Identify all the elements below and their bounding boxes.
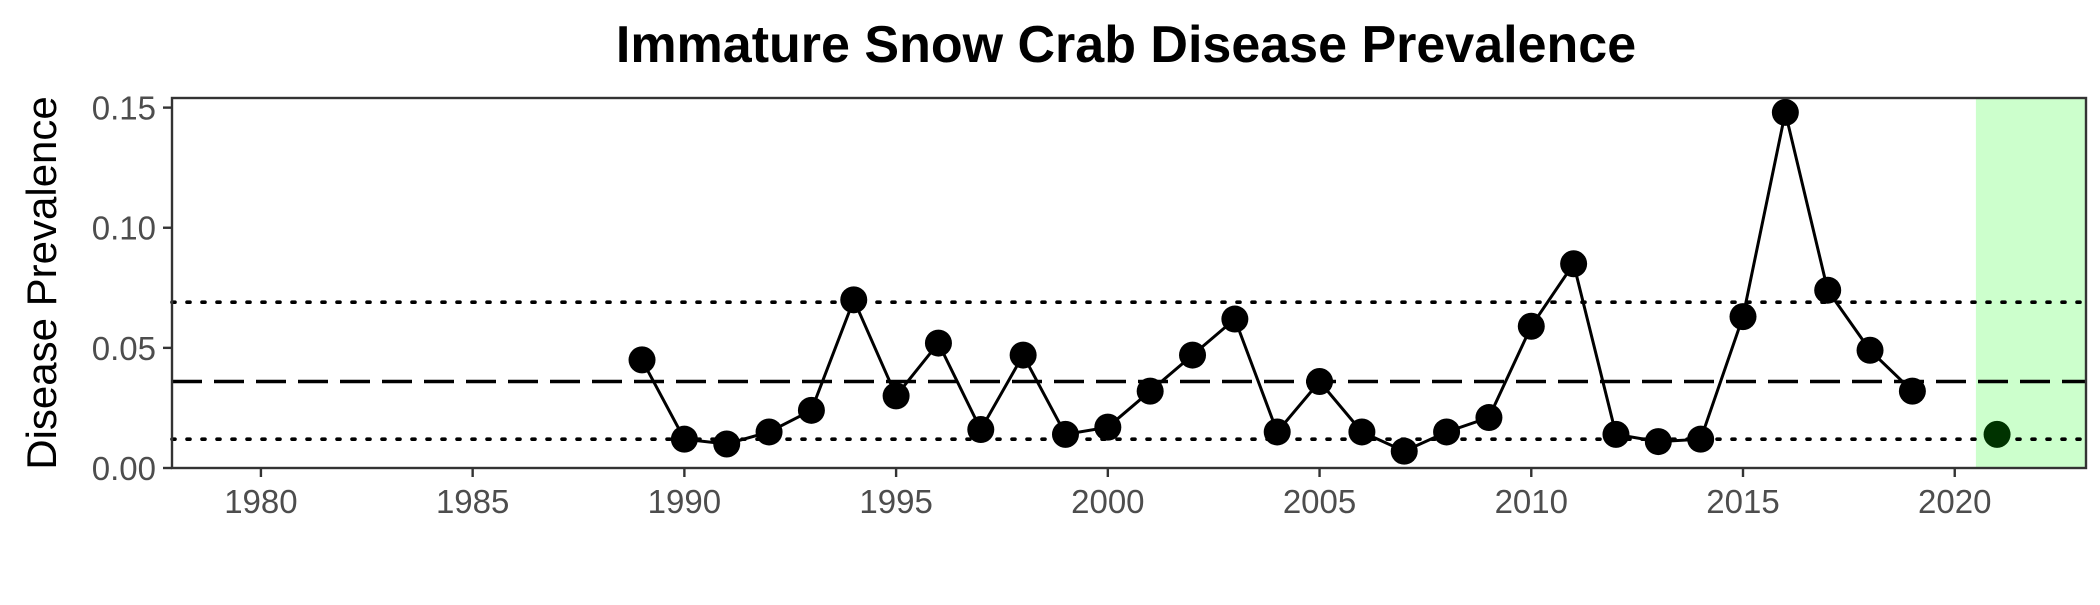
x-tick-label-2000: 2000 [1071,483,1144,520]
y-axis-title: Disease Prevalence [18,96,65,470]
x-tick-label-2020: 2020 [1918,483,1991,520]
data-point-0-2016 [1771,98,1799,126]
y-tick-label-1: 0.05 [92,330,156,367]
data-point-0-2012 [1602,420,1630,448]
y-tick-label-0: 0.00 [92,450,156,487]
data-point-0-2002 [1179,341,1207,369]
data-point-0-2000 [1094,413,1122,441]
data-point-0-2003 [1221,305,1249,333]
data-point-0-1991 [713,430,741,458]
data-point-0-2009 [1475,404,1503,432]
data-point-0-2006 [1348,418,1376,446]
data-point-0-2019 [1898,377,1926,405]
data-point-0-2005 [1306,368,1334,396]
panel-border [170,96,2088,470]
data-point-0-1989 [628,346,656,374]
x-tick-label-1990: 1990 [648,483,721,520]
data-point-0-1998 [1009,341,1037,369]
x-tick-label-1995: 1995 [859,483,932,520]
x-tick-label-1985: 1985 [436,483,509,520]
data-point-0-1996 [924,329,952,357]
data-point-0-1994 [840,286,868,314]
data-point-0-2013 [1644,428,1672,456]
data-point-0-1999 [1051,420,1079,448]
data-point-0-2017 [1814,276,1842,304]
data-point-0-1993 [797,396,825,424]
y-tick-label-2: 0.10 [92,210,156,247]
plot-area: 1980 1985 1990 1995 2000 2005 2010 2015 2020 0.00… [92,90,2088,520]
series-line-0 [640,112,1914,453]
data-point-0-2011 [1560,250,1588,278]
data-point-0-2018 [1856,336,1884,364]
data-point-0-2007 [1390,437,1418,465]
chart-title: Immature Snow Crab Disease Prevalence [616,16,1636,74]
data-point-0-1997 [967,416,995,444]
highlight-region [1975,98,2086,468]
x-tick-label-2005: 2005 [1283,483,1356,520]
x-tick-label-2015: 2015 [1706,483,1779,520]
data-point-0-2004 [1263,418,1291,446]
x-tick-label-2010: 2010 [1495,483,1568,520]
data-point-0-2001 [1136,377,1164,405]
data-point-0-1995 [882,382,910,410]
data-point-0-2015 [1729,303,1757,331]
data-point-0-2010 [1517,312,1545,340]
data-point-1-2021 [1983,420,2011,448]
data-point-0-2008 [1433,418,1461,446]
x-tick-label-1980: 1980 [224,483,297,520]
data-point-0-2014 [1687,425,1715,453]
data-point-0-1992 [755,418,783,446]
data-point-0-1990 [670,425,698,453]
y-tick-label-3: 0.15 [92,90,156,127]
